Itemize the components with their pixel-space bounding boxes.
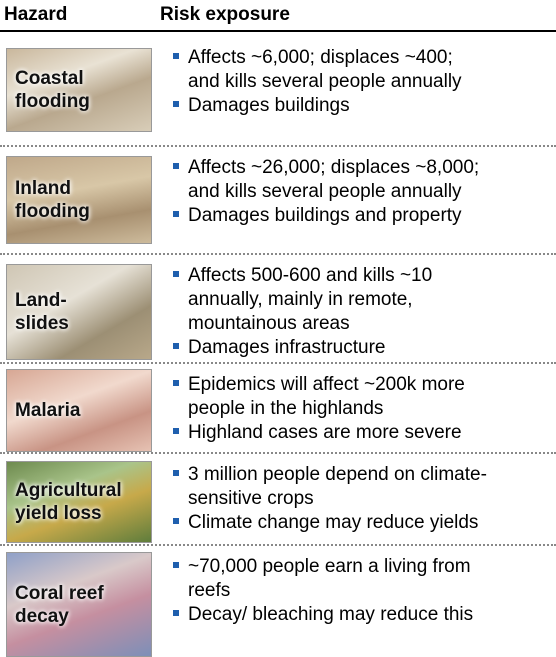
bullet-item: Damages buildings and property	[170, 204, 554, 228]
bullet-line: and kills several people annually	[188, 181, 462, 202]
hazard-label: Coastal flooding	[7, 67, 90, 113]
hazard-label: Malaria	[7, 399, 80, 422]
hazard-image: Coral reef decay	[6, 552, 152, 657]
row-separator	[0, 544, 556, 546]
header-rule	[0, 30, 556, 32]
bullet-line: Damages infrastructure	[188, 337, 386, 358]
hazard-image: Agricultural yield loss	[6, 461, 152, 543]
hazard-label: Inland flooding	[7, 177, 90, 223]
bullet-line: ~70,000 people earn a living from	[188, 556, 471, 577]
hazard-label-line: decay	[15, 605, 69, 627]
row-separator	[0, 452, 556, 454]
hazard-label: Coral reef decay	[7, 582, 104, 628]
hazard-label: Land-slides	[7, 289, 69, 335]
hazard-label-line: yield loss	[15, 503, 102, 524]
bullet-line: mountainous areas	[188, 313, 350, 334]
risk-bullets: Affects ~6,000; displaces ~400; and kills…	[170, 46, 554, 118]
bullet-item: Highland cases are more severe	[170, 421, 554, 445]
risk-bullets: ~70,000 people earn a living from reefs De…	[170, 555, 554, 627]
hazard-label-line: Coral reef	[15, 582, 104, 604]
hazard-label-line: slides	[15, 313, 69, 334]
hazard-image: Coastal flooding	[6, 48, 152, 132]
bullet-item: Damages infrastructure	[170, 336, 554, 360]
column-header: Hazard	[4, 4, 68, 25]
bullet-line: Affects ~26,000; displaces ~8,000;	[188, 157, 480, 178]
risk-bullets: Affects ~26,000; displaces ~8,000; and ki…	[170, 156, 554, 228]
bullet-line: Climate change may reduce yields	[188, 512, 479, 533]
bullet-item: 3 million people depend on climate-sensi…	[170, 463, 554, 511]
bullet-line: and kills several people annually	[188, 71, 462, 92]
risk-bullets: Affects 500-600 and kills ~10 annually, m…	[170, 264, 554, 360]
hazard-label-line: Malaria	[15, 400, 81, 421]
bullet-line: 3 million people depend on climate-	[188, 464, 487, 485]
bullet-line: Epidemics will affect ~200k more	[188, 374, 465, 395]
row-separator	[0, 253, 556, 255]
hazard-label-line: Land-	[15, 290, 67, 311]
bullet-item: Affects ~6,000; displaces ~400; and kills…	[170, 46, 554, 94]
hazard-label-line: flooding	[15, 201, 90, 222]
row-separator	[0, 362, 556, 364]
bullet-item: Affects ~26,000; displaces ~8,000; and ki…	[170, 156, 554, 204]
bullet-line: people in the highlands	[188, 398, 384, 419]
bullet-line: sensitive crops	[188, 488, 314, 509]
hazard-image: Inland flooding	[6, 156, 152, 244]
hazard-label-line: Agricultural	[15, 480, 122, 501]
bullet-item: ~70,000 people earn a living from reefs	[170, 555, 554, 603]
bullet-item: Affects 500-600 and kills ~10 annually, m…	[170, 264, 554, 336]
column-header: Risk exposure	[160, 4, 290, 25]
bullet-item: Decay/ bleaching may reduce this	[170, 603, 554, 627]
bullet-line: Affects 500-600 and kills ~10	[188, 265, 433, 286]
bullet-item: Climate change may reduce yields	[170, 511, 554, 535]
hazard-label-line: Inland	[15, 178, 71, 199]
bullet-line: Affects ~6,000; displaces ~400;	[188, 47, 453, 68]
bullet-item: Epidemics will affect ~200k more people i…	[170, 373, 554, 421]
hazard-image: Land-slides	[6, 264, 152, 360]
bullet-item: Damages buildings	[170, 94, 554, 118]
risk-bullets: Epidemics will affect ~200k more people i…	[170, 373, 554, 445]
hazard-image: Malaria	[6, 369, 152, 452]
row-separator	[0, 145, 556, 147]
bullet-line: Damages buildings and property	[188, 205, 462, 226]
hazard-label: Agricultural yield loss	[7, 479, 122, 525]
bullet-line: reefs	[188, 580, 231, 601]
bullet-line: Decay/ bleaching may reduce this	[188, 604, 474, 625]
risk-bullets: 3 million people depend on climate-sensi…	[170, 463, 554, 535]
bullet-line: annually, mainly in remote,	[188, 289, 413, 310]
bullet-line: Damages buildings	[188, 95, 350, 116]
hazard-label-line: Coastal	[15, 68, 84, 89]
bullet-line: Highland cases are more severe	[188, 422, 462, 443]
hazard-label-line: flooding	[15, 91, 90, 112]
